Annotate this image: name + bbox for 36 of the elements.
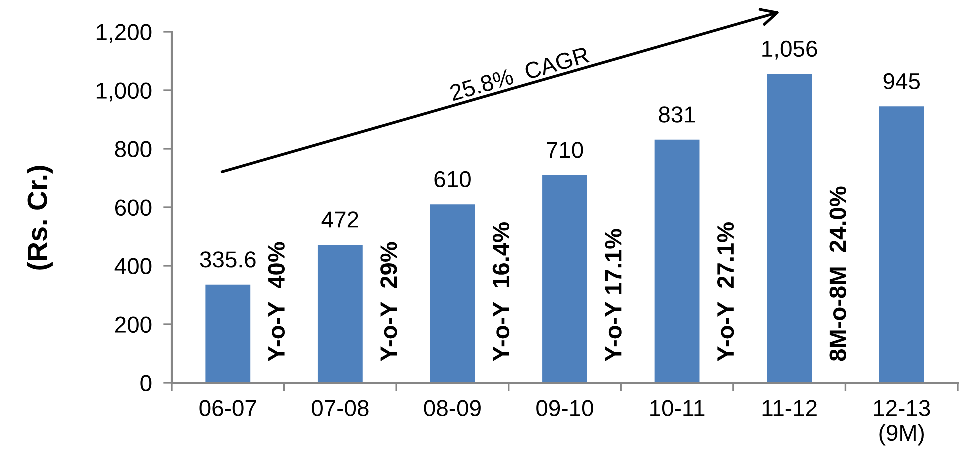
- annotation: 25.8% CAGR: [449, 46, 590, 102]
- data-label: 831: [659, 106, 696, 123]
- bar: [542, 175, 588, 383]
- y-tick-label: 600: [115, 200, 152, 216]
- bar: [879, 106, 924, 383]
- data-label: 472: [322, 212, 358, 228]
- annotation: Y-o-Y 29%: [380, 242, 398, 362]
- y-tick-label: 800: [115, 141, 152, 158]
- x-tick-label: 06-07: [200, 400, 256, 416]
- data-label: 1,056: [762, 40, 818, 60]
- y-axis-title: (Rs. Cr.): [27, 166, 53, 270]
- y-tick-label: 200: [115, 316, 152, 334]
- bar: [318, 244, 363, 383]
- data-label: 945: [884, 73, 920, 90]
- annotation: Y-o-Y 27.1%: [717, 222, 734, 362]
- annotation: Y-o-Y 16.4%: [492, 222, 510, 362]
- data-label: 335.6: [200, 252, 256, 268]
- x-tick-label: 11-12: [762, 400, 817, 416]
- y-tick-label: 0: [140, 375, 152, 392]
- y-tick-label: 400: [114, 258, 152, 275]
- bar: [767, 74, 812, 383]
- annotation: 8M-o-8M 24.0%: [830, 186, 846, 362]
- y-tick-label: 1,200: [96, 24, 152, 44]
- x-tick-label: 09-10: [536, 400, 594, 416]
- y-tick-label: 1,000: [96, 82, 152, 102]
- data-label: 710: [547, 142, 584, 158]
- x-tick-label: 12-13 (9M): [874, 400, 930, 446]
- x-tick-label: 08-09: [424, 400, 481, 416]
- bar: [654, 140, 700, 383]
- bar: [206, 284, 251, 383]
- annotation: Y-o-Y 17.1%: [605, 229, 622, 362]
- bar: [430, 204, 476, 383]
- annotation: Y-o-Y 40%: [268, 242, 286, 362]
- data-label: 610: [434, 171, 471, 188]
- x-tick-label: 07-08: [312, 400, 369, 416]
- x-tick-label: 10-11: [650, 400, 705, 416]
